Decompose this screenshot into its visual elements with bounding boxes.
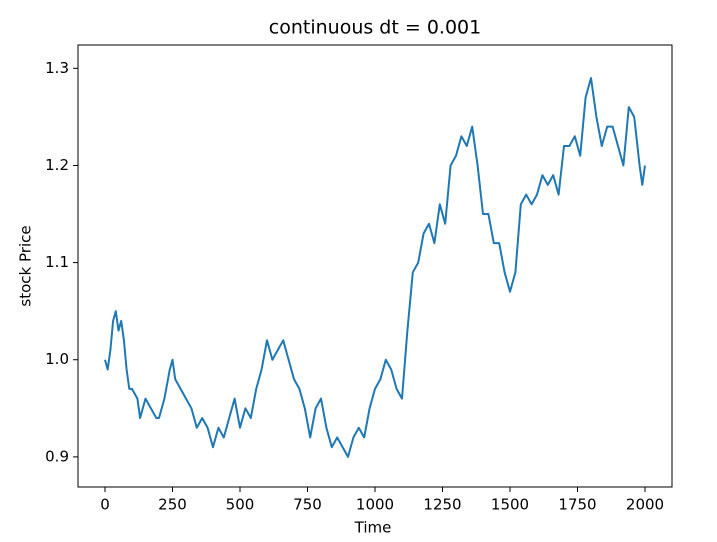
y-axis-label: stock Price (17, 225, 35, 306)
x-tick-label: 250 (158, 496, 187, 514)
x-tick-label: 2000 (626, 496, 664, 514)
x-tick-label: 1000 (356, 496, 394, 514)
price-line (104, 77, 646, 458)
x-tick-label: 500 (226, 496, 255, 514)
x-tick-label: 1250 (423, 496, 461, 514)
plot-frame (77, 44, 673, 488)
x-tick-label: 750 (293, 496, 322, 514)
chart-title: continuous dt = 0.001 (269, 17, 481, 39)
y-tick-label: 1.3 (45, 59, 69, 77)
y-tick-label: 1.1 (45, 253, 69, 271)
y-tick-label: 0.9 (45, 447, 69, 465)
x-tick-label: 0 (100, 496, 110, 514)
y-tick-label: 1.2 (45, 156, 69, 174)
x-axis-label: Time (354, 519, 392, 537)
x-tick-label: 1500 (491, 496, 529, 514)
y-tick-label: 1.0 (45, 350, 69, 368)
x-tick-label: 1750 (558, 496, 596, 514)
